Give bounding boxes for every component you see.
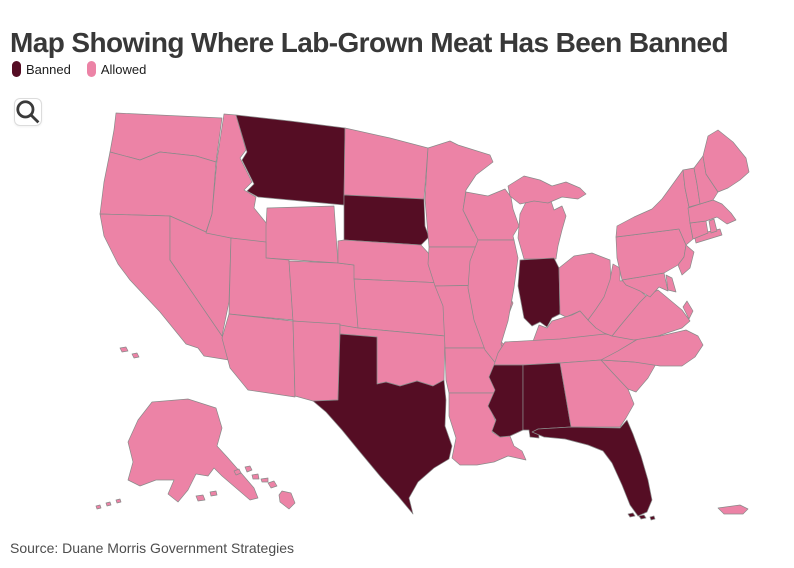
state-ca[interactable]: California bbox=[119, 346, 129, 353]
us-choropleth-map: WashingtonOregonCaliforniaCaliforniaCali… bbox=[0, 96, 794, 530]
state-ak[interactable]: Alaska bbox=[105, 501, 112, 507]
state-pa[interactable]: Pennsylvania bbox=[615, 228, 687, 281]
state-nm[interactable]: New Mexico bbox=[292, 320, 341, 402]
state-va[interactable]: Virginia bbox=[682, 300, 694, 320]
state-hi[interactable]: Hawaii bbox=[233, 468, 242, 476]
legend-item-allowed: Allowed bbox=[86, 61, 147, 77]
state-nd[interactable]: North Dakota bbox=[343, 127, 429, 200]
state-co[interactable]: Colorado bbox=[288, 260, 359, 329]
state-pr[interactable]: Puerto Rico bbox=[717, 504, 749, 515]
state-hi[interactable]: Hawaii bbox=[267, 480, 278, 489]
state-de[interactable]: Delaware bbox=[665, 274, 677, 293]
zoom-button[interactable] bbox=[14, 98, 42, 126]
state-ri[interactable]: Rhode Island bbox=[708, 218, 718, 234]
allowed-label: Allowed bbox=[100, 61, 147, 77]
state-wy[interactable]: Wyoming bbox=[265, 205, 339, 264]
state-ak[interactable]: Alaska bbox=[115, 498, 122, 504]
state-hi[interactable]: Hawaii bbox=[260, 477, 269, 483]
state-fl[interactable]: Florida bbox=[638, 514, 647, 520]
state-ak[interactable]: Alaska bbox=[127, 398, 259, 503]
state-tx[interactable]: Texas bbox=[312, 333, 453, 515]
state-mi[interactable]: Michigan bbox=[507, 175, 587, 205]
state-nj[interactable]: New Jersey bbox=[677, 244, 695, 276]
state-me[interactable]: Maine bbox=[702, 129, 750, 193]
state-ca[interactable]: California bbox=[131, 352, 140, 359]
state-sd[interactable]: South Dakota bbox=[343, 194, 430, 246]
state-hi[interactable]: Hawaii bbox=[244, 465, 253, 473]
state-id[interactable]: Idaho bbox=[205, 113, 268, 244]
state-fl[interactable]: Florida bbox=[627, 512, 636, 518]
state-la[interactable]: Louisiana bbox=[448, 392, 527, 466]
magnifier-icon bbox=[16, 100, 40, 124]
state-in[interactable]: Indiana bbox=[517, 257, 561, 328]
state-hi[interactable]: Hawaii bbox=[278, 490, 296, 510]
state-az[interactable]: Arizona bbox=[221, 313, 296, 398]
state-ak[interactable]: Alaska bbox=[195, 494, 206, 502]
state-fl[interactable]: Florida bbox=[649, 515, 656, 521]
state-ak[interactable]: Alaska bbox=[95, 504, 102, 510]
allowed-swatch bbox=[86, 61, 96, 77]
state-nc[interactable]: North Carolina bbox=[600, 329, 704, 367]
state-mt[interactable]: Montana bbox=[235, 114, 346, 206]
us-map: WashingtonOregonCaliforniaCaliforniaCali… bbox=[95, 112, 750, 521]
state-md[interactable]: Maryland bbox=[621, 272, 669, 298]
state-mi[interactable]: Michigan bbox=[517, 191, 567, 260]
state-ak[interactable]: Alaska bbox=[209, 490, 218, 497]
state-hi[interactable]: Hawaii bbox=[251, 473, 260, 480]
legend-item-banned: Banned bbox=[12, 61, 71, 77]
source-note: Source: Duane Morris Government Strategi… bbox=[10, 540, 295, 556]
banned-label: Banned bbox=[26, 61, 71, 77]
banned-swatch bbox=[12, 61, 21, 77]
legend: Banned Allowed bbox=[12, 61, 146, 77]
state-fl[interactable]: Florida bbox=[531, 419, 653, 517]
page-title: Map Showing Where Lab-Grown Meat Has Bee… bbox=[10, 26, 729, 58]
